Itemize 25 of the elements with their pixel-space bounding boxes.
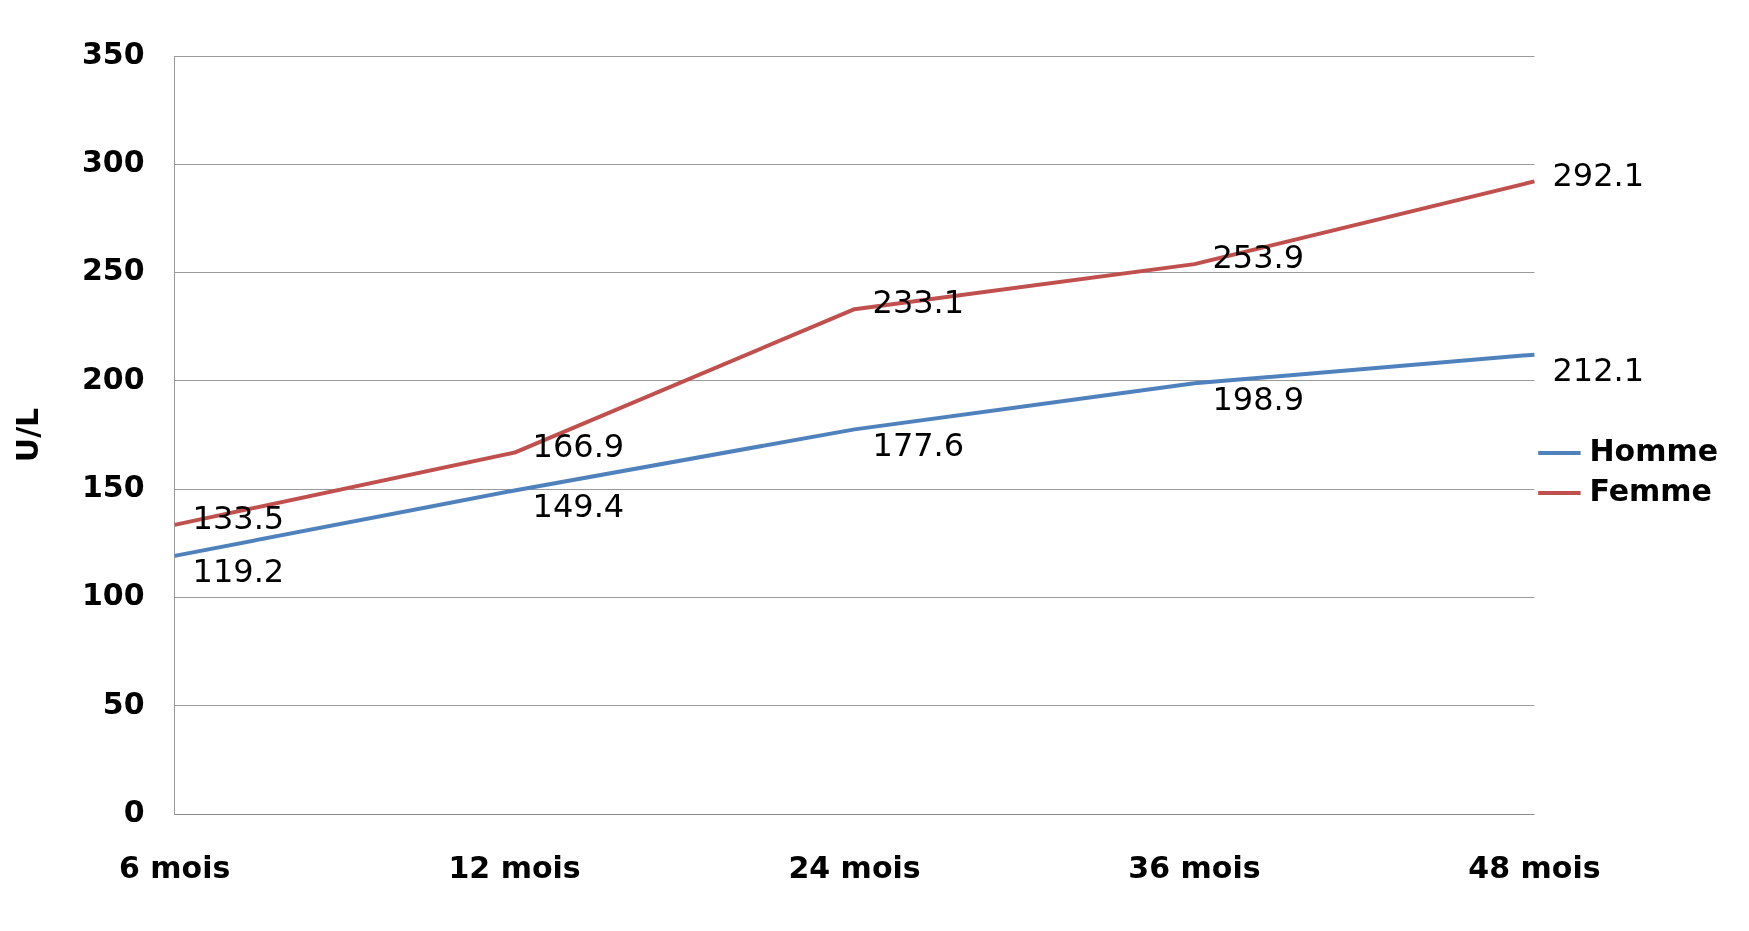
data-label: 149.4 <box>532 486 625 525</box>
x-tick-label: 12 mois <box>448 849 581 885</box>
y-tick-label: 300 <box>82 144 145 180</box>
data-label: 133.5 <box>192 499 285 538</box>
data-label: 166.9 <box>532 426 625 465</box>
x-tick-label: 6 mois <box>118 849 231 885</box>
legend-label: Homme <box>1589 432 1719 468</box>
y-tick-label: 200 <box>82 360 145 396</box>
y-axis-title: U/L <box>9 407 45 463</box>
data-label: 177.6 <box>872 425 965 464</box>
data-label: 292.1 <box>1552 155 1645 194</box>
data-label: 212.1 <box>1552 350 1645 389</box>
y-tick-label: 0 <box>123 793 145 829</box>
x-tick-label: 48 mois <box>1468 849 1601 885</box>
data-label: 119.2 <box>192 552 285 591</box>
y-tick-label: 150 <box>82 468 145 504</box>
data-label: 198.9 <box>1212 379 1305 418</box>
data-label: 253.9 <box>1212 238 1305 277</box>
y-tick-label: 250 <box>82 252 145 288</box>
y-tick-label: 100 <box>82 577 145 613</box>
legend-label: Femme <box>1589 472 1712 508</box>
y-tick-label: 50 <box>102 685 145 721</box>
y-tick-label: 350 <box>82 35 145 71</box>
x-tick-label: 24 mois <box>788 849 921 885</box>
x-tick-label: 36 mois <box>1128 849 1261 885</box>
